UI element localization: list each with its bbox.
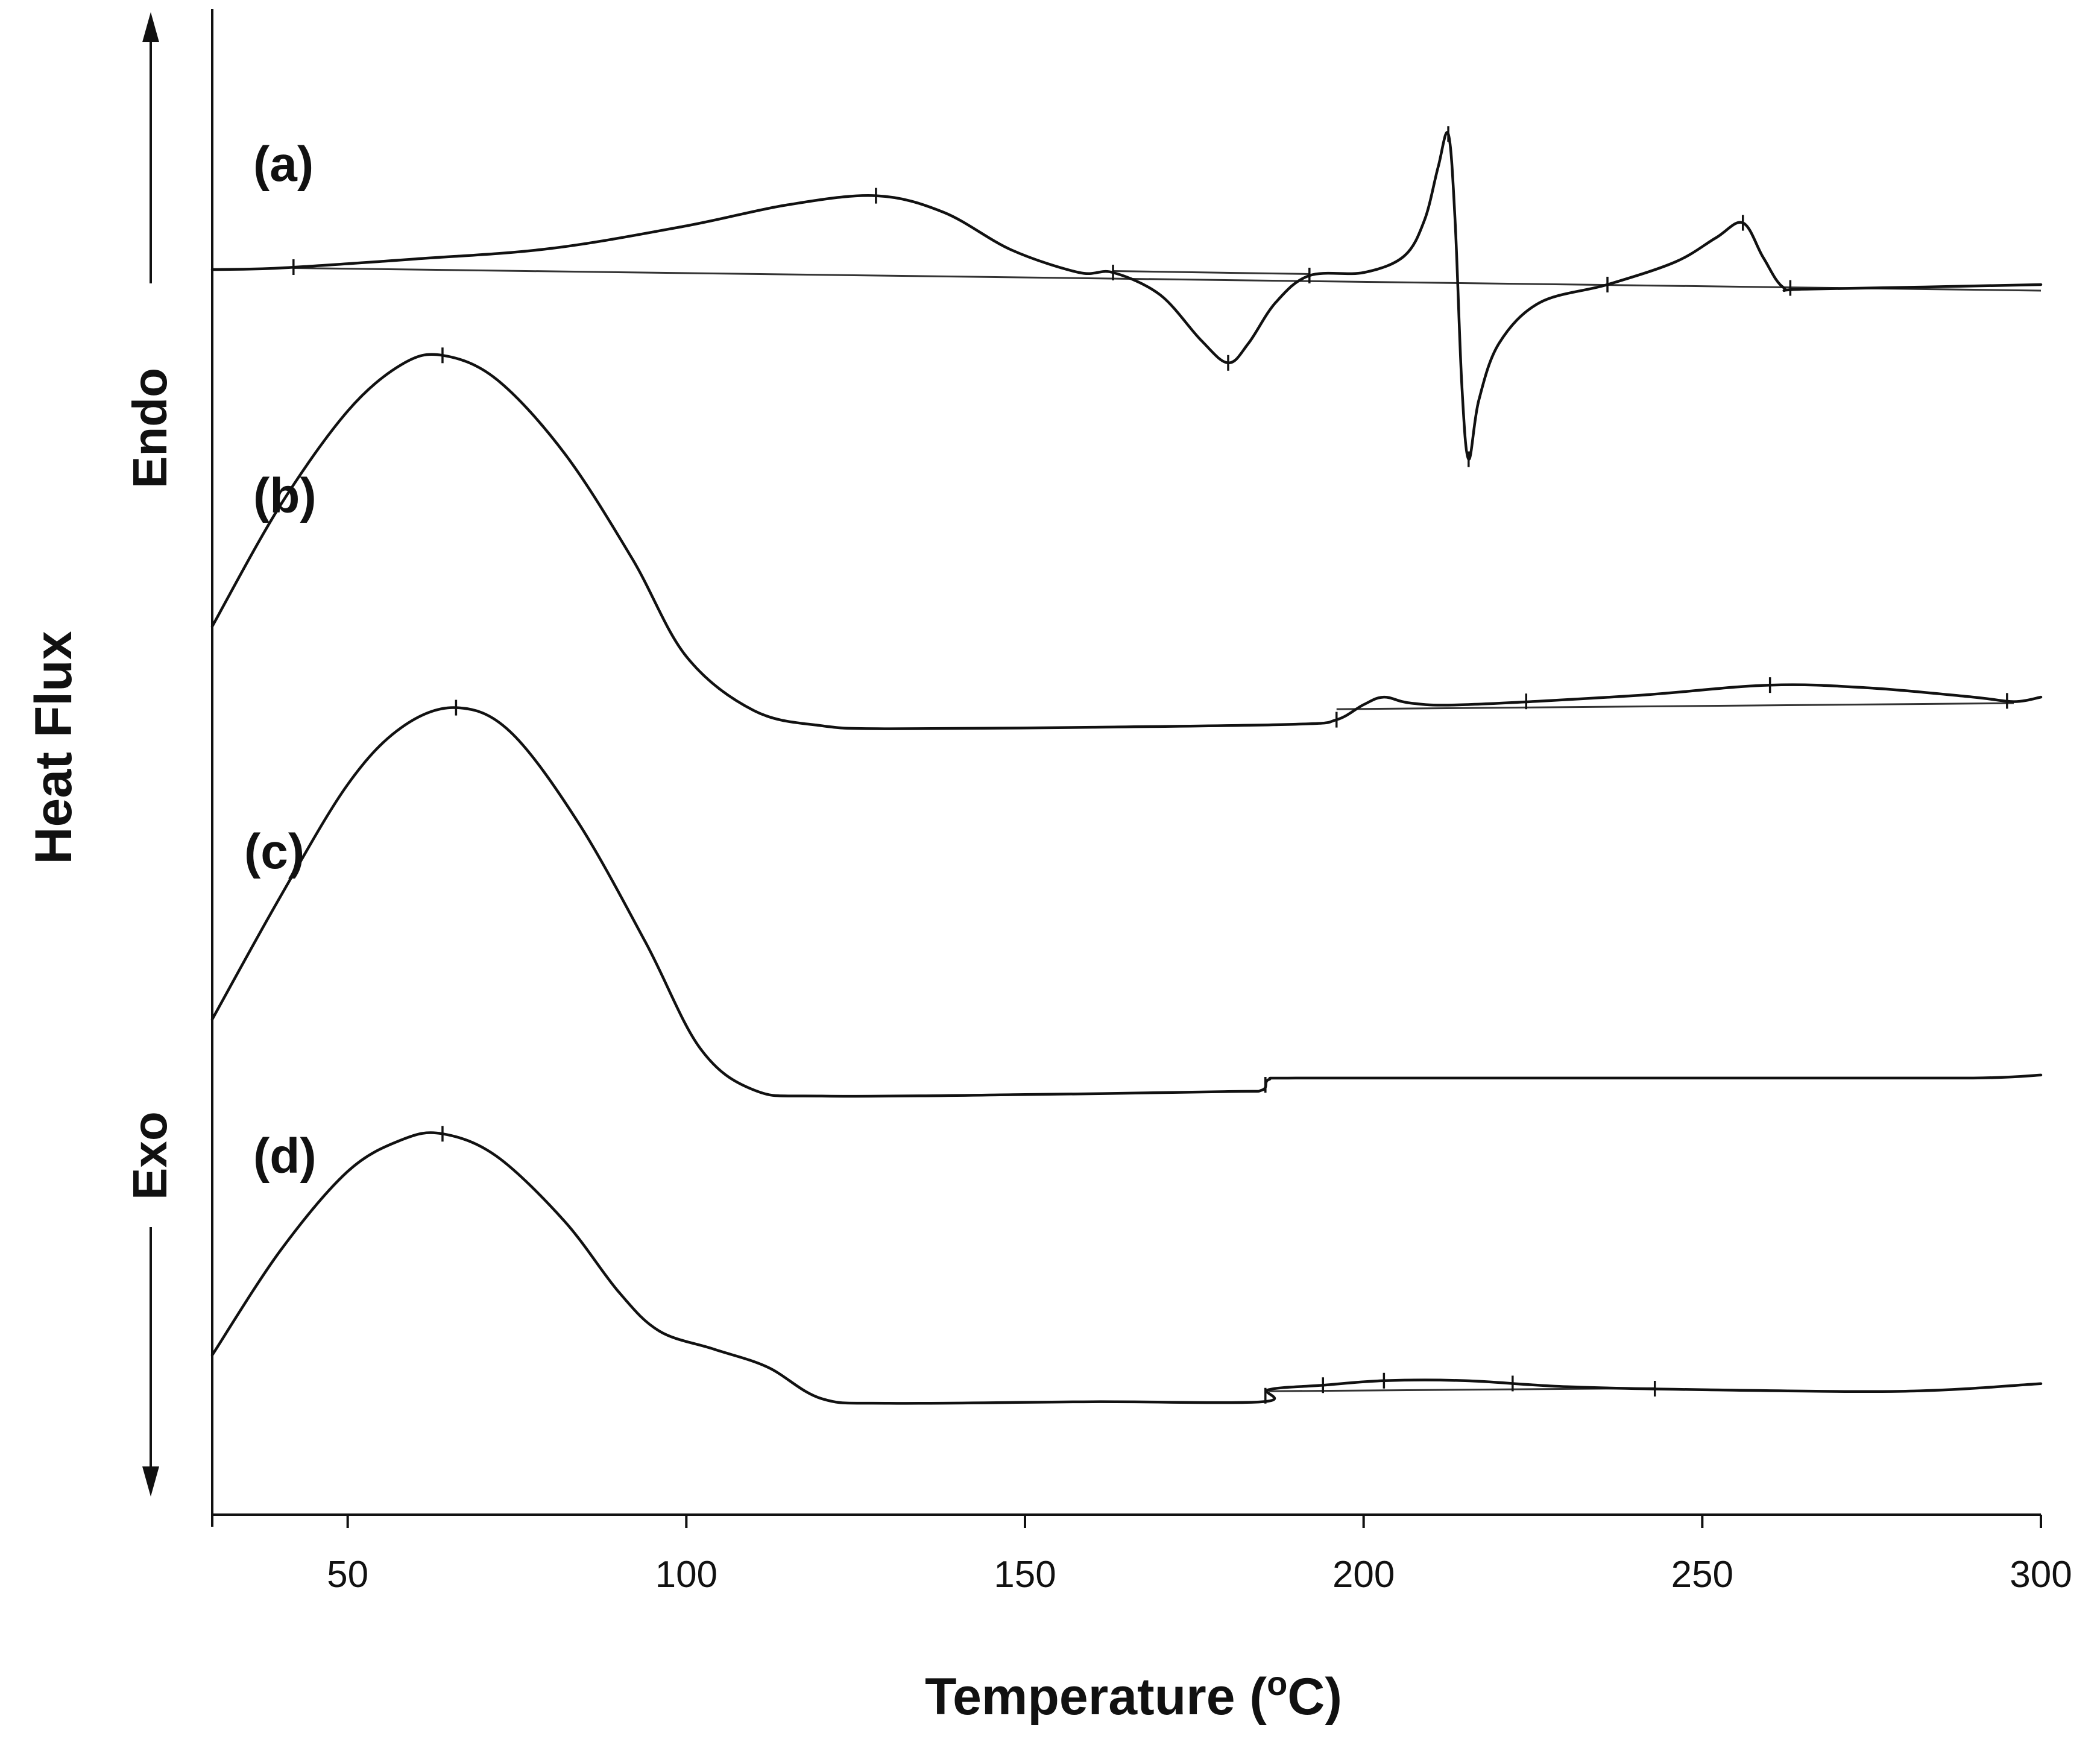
x-axis-title-unit: C) (1287, 1668, 1342, 1726)
series-b-curve (210, 353, 2043, 730)
endo-label: Endo (123, 368, 177, 488)
series-b (210, 347, 2043, 730)
endo-arrow (142, 12, 159, 283)
curve-labels: (a) (b) (c) (d) (244, 137, 317, 1184)
exo-label: Exo (123, 1111, 177, 1200)
x-axis-title-main: Temperature ( (925, 1668, 1267, 1726)
x-axis-title-degree: o (1267, 1664, 1287, 1702)
series-c-curve (210, 706, 2043, 1098)
x-tick-label-100: 100 (655, 1554, 717, 1595)
series-a-curve (210, 131, 2043, 461)
series-a-baseline-1 (1113, 270, 1310, 275)
x-tick-label-150: 150 (994, 1554, 1056, 1595)
series-layer (210, 126, 2043, 1405)
x-axis-ticks: 50 100 150 200 250 300 (327, 1515, 2072, 1595)
series-label-a: (a) (253, 137, 314, 192)
series-c (210, 699, 2043, 1098)
series-label-d: (d) (253, 1129, 317, 1184)
x-tick-label-200: 200 (1332, 1554, 1395, 1595)
series-a-baseline-0 (293, 267, 2042, 292)
series-d (210, 1126, 2043, 1405)
x-tick-label-50: 50 (327, 1554, 368, 1595)
series-d-curve (210, 1131, 2043, 1405)
series-b-baseline-0 (1336, 702, 2014, 710)
x-axis-title: Temperature (oC) (925, 1664, 1342, 1726)
y-axis-title: Heat Flux (25, 631, 83, 864)
series-label-c: (c) (244, 824, 304, 879)
x-tick-label-250: 250 (1671, 1554, 1733, 1595)
x-tick-label-300: 300 (2010, 1554, 2072, 1595)
series-label-b: (b) (253, 469, 317, 523)
exo-arrow (142, 1227, 159, 1497)
series-a (210, 126, 2043, 467)
